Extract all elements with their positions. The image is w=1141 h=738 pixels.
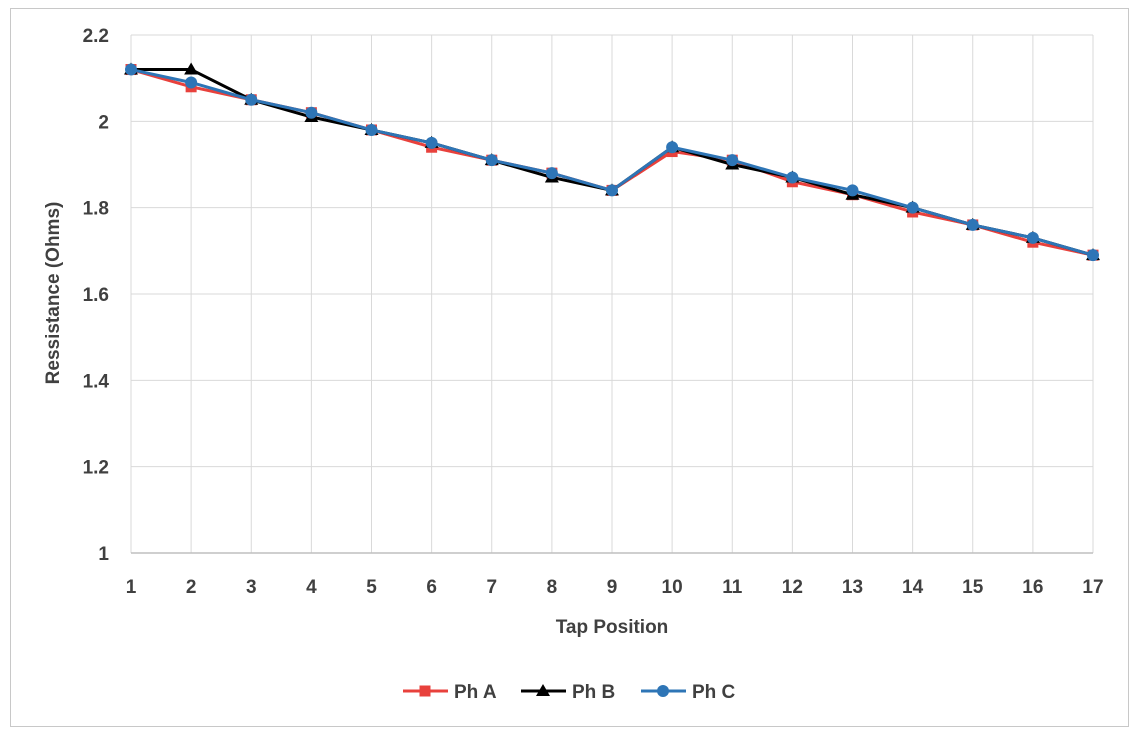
x-tick-label: 8 bbox=[547, 577, 558, 598]
x-tick-label: 17 bbox=[1082, 577, 1103, 598]
data-point-ph-c bbox=[545, 167, 558, 180]
x-tick-label: 7 bbox=[486, 577, 497, 598]
gridlines bbox=[130, 34, 1094, 554]
x-tick-label: 9 bbox=[607, 577, 618, 598]
data-point-ph-c bbox=[786, 171, 799, 184]
y-tick-label: 1 bbox=[98, 544, 109, 565]
data-point-ph-c bbox=[906, 201, 919, 214]
data-point-ph-c bbox=[425, 136, 438, 149]
data-point-ph-c bbox=[485, 154, 498, 167]
x-tick-label: 2 bbox=[186, 577, 197, 598]
legend-marker-ph-c bbox=[657, 685, 669, 697]
x-tick-label: 13 bbox=[842, 577, 863, 598]
y-axis-title: Ressistance (Ohms) bbox=[43, 202, 64, 385]
legend-label-ph-c: Ph C bbox=[692, 682, 736, 703]
data-point-ph-c bbox=[846, 184, 859, 197]
data-point-ph-c bbox=[726, 154, 739, 167]
legend-label-ph-b: Ph B bbox=[572, 682, 615, 703]
data-series bbox=[124, 62, 1100, 262]
data-point-ph-c bbox=[666, 141, 679, 154]
legend-marker-ph-a bbox=[419, 685, 431, 697]
data-point-ph-c bbox=[966, 218, 979, 231]
x-tick-label: 16 bbox=[1022, 577, 1043, 598]
legend: Ph A Ph B Ph C bbox=[403, 682, 736, 703]
data-point-ph-b bbox=[184, 62, 199, 75]
y-tick-label: 1.6 bbox=[83, 285, 109, 306]
x-tick-label: 6 bbox=[426, 577, 437, 598]
y-tick-label: 1.4 bbox=[83, 371, 110, 392]
y-tick-label: 1.2 bbox=[83, 458, 109, 479]
data-point-ph-c bbox=[606, 184, 618, 197]
data-point-ph-c bbox=[185, 76, 198, 89]
data-point-ph-c bbox=[1087, 249, 1099, 262]
x-tick-label: 10 bbox=[662, 577, 683, 598]
legend-marker-ph-b bbox=[536, 684, 550, 696]
x-tick-label: 11 bbox=[722, 577, 743, 598]
data-point-ph-c bbox=[1026, 231, 1039, 244]
data-point-ph-c bbox=[125, 63, 137, 76]
legend-label-ph-a: Ph A bbox=[454, 682, 497, 703]
data-point-ph-c bbox=[305, 106, 318, 119]
data-point-ph-c bbox=[245, 93, 258, 106]
x-axis-title: Tap Position bbox=[556, 617, 669, 638]
y-tick-label: 2 bbox=[98, 112, 109, 133]
data-point-ph-c bbox=[365, 123, 378, 136]
x-tick-label: 1 bbox=[126, 577, 137, 598]
x-tick-label: 12 bbox=[782, 577, 803, 598]
x-tick-label: 15 bbox=[962, 577, 984, 598]
y-tick-label: 1.8 bbox=[83, 199, 109, 220]
x-tick-label: 4 bbox=[306, 577, 317, 598]
x-tick-label: 14 bbox=[902, 577, 924, 598]
x-tick-label: 3 bbox=[246, 577, 257, 598]
y-tick-label: 2.2 bbox=[83, 26, 109, 47]
chart-frame bbox=[10, 8, 1129, 727]
tick-labels: 11.21.41.61.822.21 2 3 4 5 6 7 8 9 10 11 12 13 14 15 16… bbox=[83, 26, 1104, 598]
x-tick-label: 5 bbox=[366, 577, 377, 598]
